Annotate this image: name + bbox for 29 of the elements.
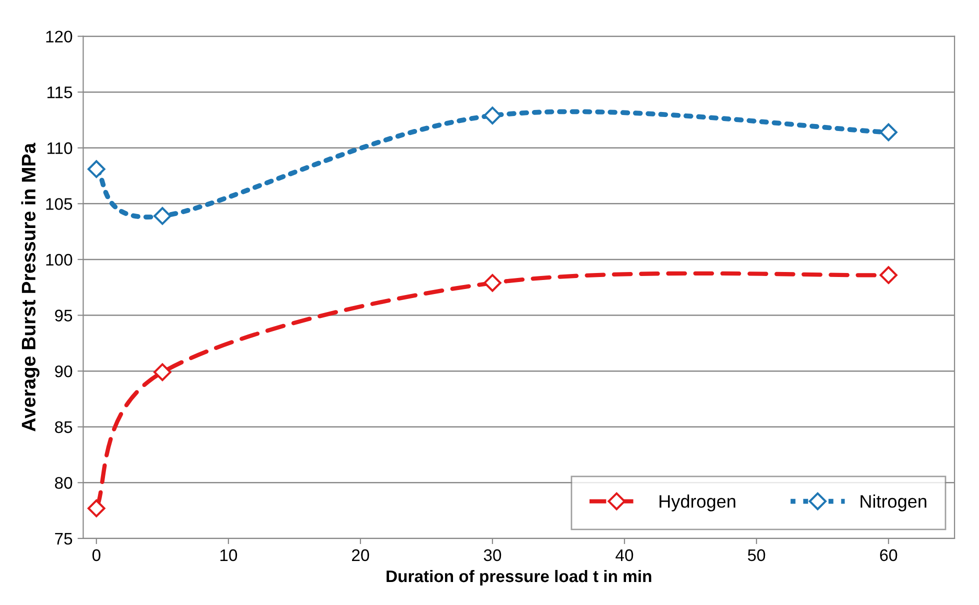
x-tick-label: 20 xyxy=(352,549,370,562)
point xyxy=(88,499,106,518)
point xyxy=(484,106,502,124)
y-tick-label: 110 xyxy=(47,142,72,154)
y-tick-label: 120 xyxy=(46,30,72,43)
point xyxy=(484,274,502,292)
y-tick-label: 100 xyxy=(46,254,72,266)
y-tick-label: 95 xyxy=(55,310,72,322)
y-axis-title: Average Burst Pressure in MPa xyxy=(21,142,40,432)
legend-label: Nitrogen xyxy=(860,494,926,512)
x-tick-label: 60 xyxy=(880,549,898,562)
y-tick-label: 105 xyxy=(46,198,72,210)
y-tick-label: 115 xyxy=(47,86,72,98)
y-tick-label: 80 xyxy=(54,477,72,489)
x-axis-title: Duration of pressure load t in min xyxy=(386,570,652,586)
x-tick-label: 0 xyxy=(92,549,100,562)
point xyxy=(880,266,898,284)
point xyxy=(154,207,172,225)
legend-label: Hydrogen xyxy=(660,494,736,512)
y-tick-label: 75 xyxy=(55,533,72,545)
x-tick-label: 30 xyxy=(484,549,502,562)
y-tick-label: 85 xyxy=(54,421,72,434)
point xyxy=(880,123,898,142)
point xyxy=(154,363,172,382)
point xyxy=(88,160,106,178)
x-tick-label: 40 xyxy=(616,549,634,562)
x-tick-label: 50 xyxy=(748,549,766,562)
y-tick-label: 90 xyxy=(55,365,72,378)
x-tick-label: 10 xyxy=(220,549,238,562)
